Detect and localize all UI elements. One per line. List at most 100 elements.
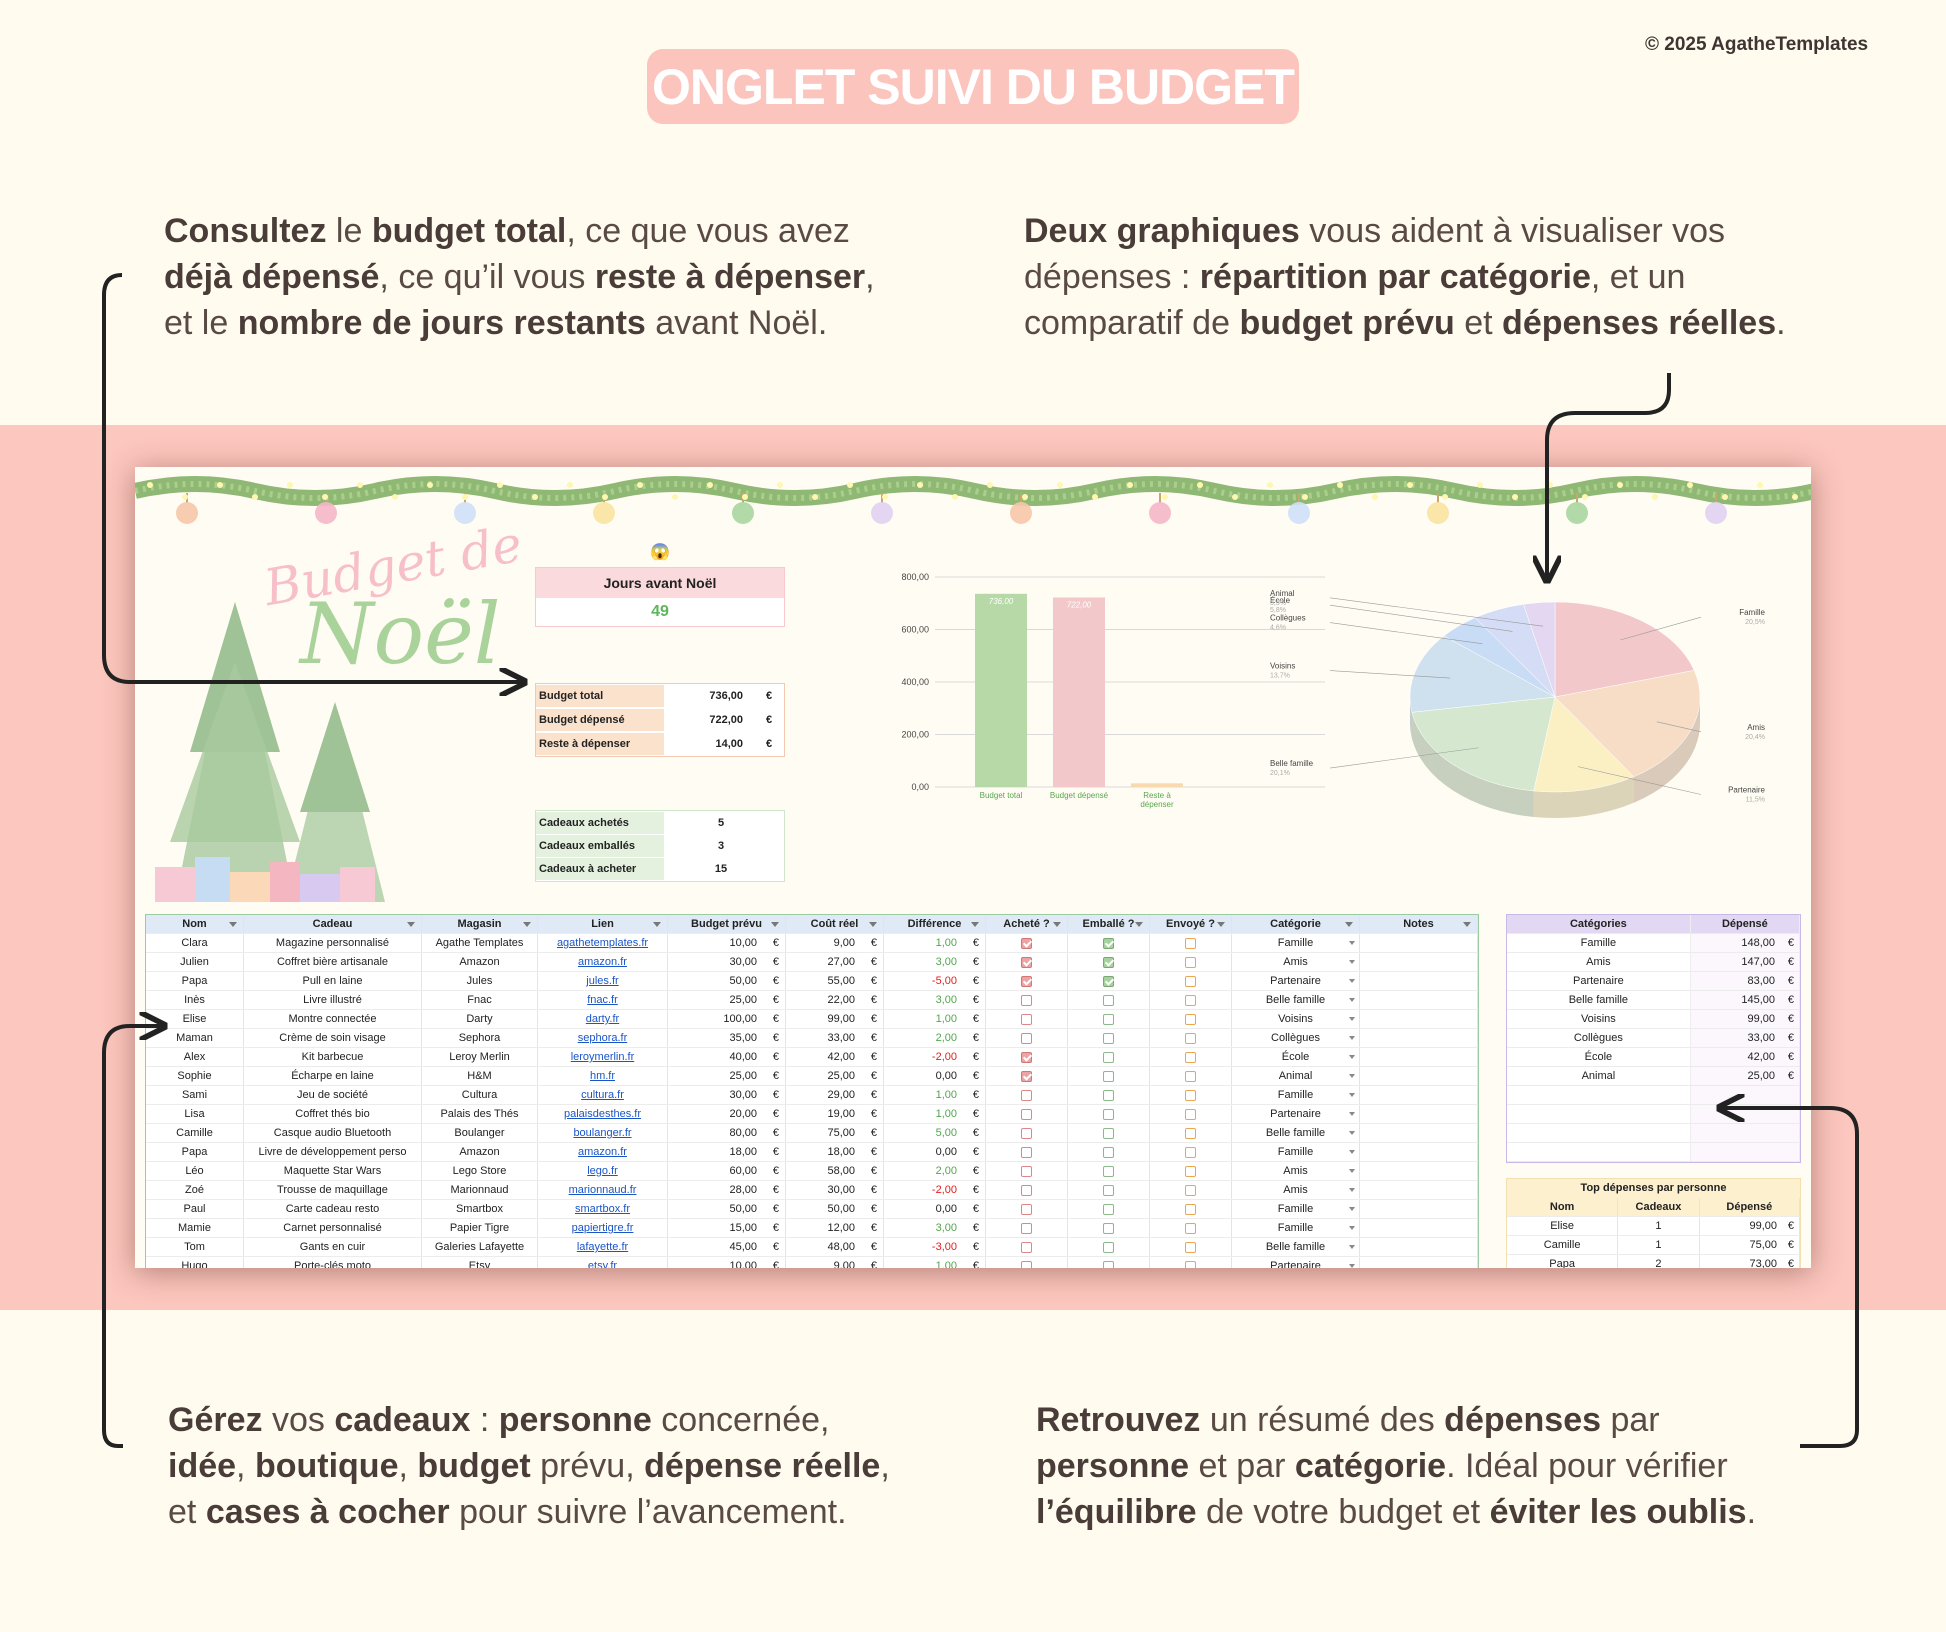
checkbox-wrapped[interactable] xyxy=(1103,1241,1114,1253)
cell-cost[interactable]: 25,00 € xyxy=(786,1067,884,1085)
cell-notes[interactable] xyxy=(1360,1238,1478,1256)
cell-link[interactable]: marionnaud.fr xyxy=(538,1181,668,1199)
cell-link[interactable]: lego.fr xyxy=(538,1162,668,1180)
cell-budget[interactable]: 25,00 € xyxy=(668,991,786,1009)
checkbox-bought[interactable] xyxy=(1021,1260,1032,1268)
cell-cost[interactable]: 27,00 € xyxy=(786,953,884,971)
checkbox-wrapped[interactable] xyxy=(1103,1222,1114,1234)
cell-budget[interactable]: 40,00 € xyxy=(668,1048,786,1066)
dropdown-arrow-icon[interactable] xyxy=(1349,1245,1355,1249)
cell-notes[interactable] xyxy=(1360,1105,1478,1123)
link[interactable]: fnac.fr xyxy=(587,994,618,1006)
dropdown-arrow-icon[interactable] xyxy=(1349,1131,1355,1135)
cell-gift[interactable]: Jeu de société xyxy=(244,1086,422,1104)
checkbox-sent[interactable] xyxy=(1185,1222,1196,1234)
checkbox-sent[interactable] xyxy=(1185,1032,1196,1044)
cell-gift[interactable]: Maquette Star Wars xyxy=(244,1162,422,1180)
cell-gift[interactable]: Montre connectée xyxy=(244,1010,422,1028)
cell-gift[interactable]: Trousse de maquillage xyxy=(244,1181,422,1199)
link[interactable]: agathetemplates.fr xyxy=(556,937,649,949)
column-header[interactable]: Envoyé ? xyxy=(1150,915,1232,933)
link[interactable]: smartbox.fr xyxy=(574,1203,630,1215)
column-header[interactable]: Budget prévu xyxy=(668,915,786,933)
cell-difference[interactable]: 1,00 € xyxy=(884,1105,986,1123)
checkbox-wrapped[interactable] xyxy=(1103,1032,1114,1044)
cell-category[interactable]: Partenaire xyxy=(1232,972,1360,990)
link[interactable]: boulanger.fr xyxy=(573,1127,632,1139)
column-header[interactable]: Emballé ? xyxy=(1068,915,1150,933)
cell-difference[interactable]: -3,00 € xyxy=(884,1238,986,1256)
cell-store[interactable]: H&M xyxy=(422,1067,538,1085)
checkbox-sent[interactable] xyxy=(1185,1127,1196,1139)
cell-difference[interactable]: -5,00 € xyxy=(884,972,986,990)
cell-cost[interactable]: 55,00 € xyxy=(786,972,884,990)
link[interactable]: lego.fr xyxy=(587,1165,618,1177)
dropdown-arrow-icon[interactable] xyxy=(1349,1150,1355,1154)
cell-category[interactable]: Animal xyxy=(1232,1067,1360,1085)
cell-gift[interactable]: Porte-clés moto xyxy=(244,1257,422,1268)
cell-name[interactable]: Clara xyxy=(146,934,244,952)
checkbox-sent[interactable] xyxy=(1185,1165,1196,1177)
cell-gift[interactable]: Crème de soin visage xyxy=(244,1029,422,1047)
link[interactable]: etsy.fr xyxy=(587,1260,618,1268)
checkbox-wrapped[interactable] xyxy=(1103,1260,1114,1268)
cell-store[interactable]: Cultura xyxy=(422,1086,538,1104)
checkbox-sent[interactable] xyxy=(1185,1203,1196,1215)
cell-budget[interactable]: 20,00 € xyxy=(668,1105,786,1123)
checkbox-sent[interactable] xyxy=(1185,994,1196,1006)
link[interactable]: darty.fr xyxy=(585,1013,620,1025)
column-header[interactable]: Cadeau xyxy=(244,915,422,933)
cell-gift[interactable]: Coffret thés bio xyxy=(244,1105,422,1123)
cell-budget[interactable]: 10,00 € xyxy=(668,1257,786,1268)
checkbox-wrapped[interactable] xyxy=(1103,975,1114,987)
checkbox-bought[interactable] xyxy=(1021,1241,1032,1253)
checkbox-bought[interactable] xyxy=(1021,1222,1032,1234)
cell-cost[interactable]: 29,00 € xyxy=(786,1086,884,1104)
cell-gift[interactable]: Écharpe en laine xyxy=(244,1067,422,1085)
cell-difference[interactable]: 2,00 € xyxy=(884,1029,986,1047)
cell-difference[interactable]: -2,00 € xyxy=(884,1181,986,1199)
cell-link[interactable]: darty.fr xyxy=(538,1010,668,1028)
cell-budget[interactable]: 45,00 € xyxy=(668,1238,786,1256)
cell-notes[interactable] xyxy=(1360,934,1478,952)
cell-link[interactable]: hm.fr xyxy=(538,1067,668,1085)
cell-category[interactable]: Belle famille xyxy=(1232,991,1360,1009)
checkbox-wrapped[interactable] xyxy=(1103,1184,1114,1196)
cell-link[interactable]: leroymerlin.fr xyxy=(538,1048,668,1066)
dropdown-arrow-icon[interactable] xyxy=(1349,941,1355,945)
cell-difference[interactable]: 3,00 € xyxy=(884,953,986,971)
cell-budget[interactable]: 100,00 € xyxy=(668,1010,786,1028)
cell-name[interactable]: Camille xyxy=(146,1124,244,1142)
checkbox-sent[interactable] xyxy=(1185,1241,1196,1253)
cell-category[interactable]: Partenaire xyxy=(1232,1105,1360,1123)
column-header[interactable]: Nom xyxy=(146,915,244,933)
cell-cost[interactable]: 9,00 € xyxy=(786,934,884,952)
cell-budget[interactable]: 15,00 € xyxy=(668,1219,786,1237)
cell-notes[interactable] xyxy=(1360,1067,1478,1085)
checkbox-bought[interactable] xyxy=(1021,1051,1032,1063)
cell-store[interactable]: Etsy xyxy=(422,1257,538,1268)
cell-store[interactable]: Papier Tigre xyxy=(422,1219,538,1237)
checkbox-wrapped[interactable] xyxy=(1103,937,1114,949)
checkbox-sent[interactable] xyxy=(1185,1184,1196,1196)
cell-store[interactable]: Leroy Merlin xyxy=(422,1048,538,1066)
dropdown-arrow-icon[interactable] xyxy=(1349,1093,1355,1097)
cell-store[interactable]: Palais des Thés xyxy=(422,1105,538,1123)
cell-difference[interactable]: 0,00 € xyxy=(884,1067,986,1085)
cell-budget[interactable]: 35,00 € xyxy=(668,1029,786,1047)
link[interactable]: sephora.fr xyxy=(577,1032,628,1044)
link[interactable]: papiertigre.fr xyxy=(571,1222,634,1234)
cell-notes[interactable] xyxy=(1360,1181,1478,1199)
cell-notes[interactable] xyxy=(1360,972,1478,990)
checkbox-bought[interactable] xyxy=(1021,1146,1032,1158)
checkbox-bought[interactable] xyxy=(1021,1089,1032,1101)
cell-gift[interactable]: Coffret bière artisanale xyxy=(244,953,422,971)
link[interactable]: marionnaud.fr xyxy=(568,1184,637,1196)
cell-budget[interactable]: 30,00 € xyxy=(668,1086,786,1104)
cell-category[interactable]: Partenaire xyxy=(1232,1257,1360,1268)
cell-name[interactable]: Sophie xyxy=(146,1067,244,1085)
cell-name[interactable]: Léo xyxy=(146,1162,244,1180)
cell-name[interactable]: Zoé xyxy=(146,1181,244,1199)
cell-cost[interactable]: 48,00 € xyxy=(786,1238,884,1256)
column-header[interactable]: Lien xyxy=(538,915,668,933)
